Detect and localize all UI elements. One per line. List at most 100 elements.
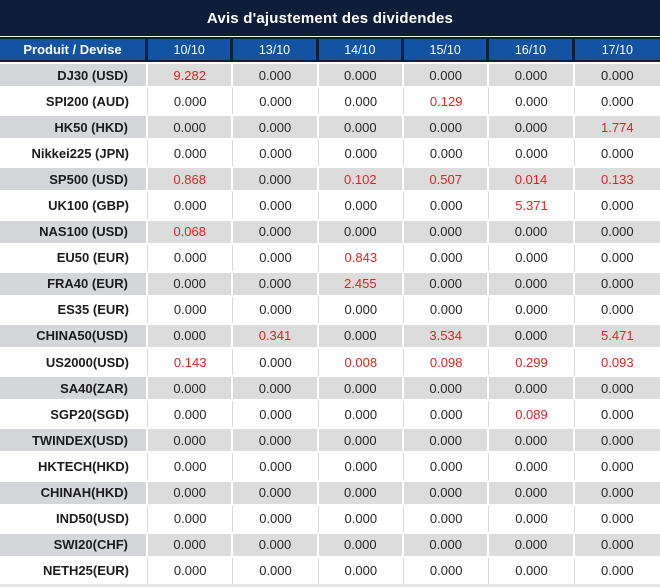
dividend-value: 0.000 [233, 140, 319, 167]
dividend-value: 5.471 [574, 322, 660, 350]
dividend-value: 0.089 [489, 401, 575, 428]
dividend-value: 0.098 [404, 349, 490, 376]
dividend-value: 0.000 [318, 88, 404, 115]
dividend-value: 0.000 [318, 62, 404, 89]
dividend-value: 0.143 [148, 349, 234, 376]
product-label: US2000(USD) [0, 349, 148, 376]
dividend-value: 0.000 [148, 192, 234, 219]
dividend-value: 0.000 [233, 401, 319, 428]
dividend-value: 0.000 [574, 244, 660, 271]
dividend-value: 0.000 [574, 270, 660, 297]
dividend-value: 0.000 [318, 192, 404, 219]
dividend-value: 0.000 [404, 375, 490, 402]
dividend-value: 0.000 [233, 453, 319, 480]
table-row: DJ30 (USD) 9.282 0.000 0.000 0.000 0.000 0.000 [0, 62, 660, 89]
product-label: IND50(USD) [0, 505, 148, 532]
table-row: SGP20(SGD) 0.000 0.000 0.000 0.000 0.089 0.000 [0, 401, 660, 428]
dividend-value: 0.000 [318, 375, 404, 402]
dividend-value: 0.000 [574, 375, 660, 402]
dividend-value: 0.133 [574, 166, 660, 193]
dividend-value: 0.000 [318, 427, 404, 454]
dividend-value: 0.000 [318, 322, 404, 350]
product-label: DJ30 (USD) [0, 62, 148, 89]
dividend-value: 1.774 [574, 114, 660, 141]
dividend-value: 5.371 [489, 192, 575, 219]
dividend-value: 0.000 [233, 192, 319, 219]
dividend-value: 0.000 [318, 531, 404, 558]
product-label: SP500 (USD) [0, 166, 148, 193]
table-row: ES35 (EUR) 0.000 0.000 0.000 0.000 0.000 0.000 [0, 296, 660, 323]
column-header-date: 13/10 [233, 39, 319, 60]
dividend-value: 0.000 [148, 114, 234, 141]
product-label: SPI200 (AUD) [0, 88, 148, 115]
dividend-value: 0.000 [318, 296, 404, 323]
dividend-value: 0.000 [233, 114, 319, 141]
table-row: CHINA50(USD) 0.000 0.341 0.000 3.534 0.000 5.4… [0, 322, 660, 350]
dividend-value: 0.068 [148, 218, 234, 245]
dividend-value: 0.000 [233, 244, 319, 271]
dividend-value: 0.008 [318, 349, 404, 376]
dividend-value: 0.000 [404, 479, 490, 506]
dividend-value: 0.000 [489, 270, 575, 297]
dividend-value: 0.000 [148, 401, 234, 428]
dividend-value: 0.000 [489, 427, 575, 454]
dividend-value: 0.000 [574, 218, 660, 245]
dividend-value: 0.000 [318, 114, 404, 141]
dividend-value: 0.000 [489, 322, 575, 350]
dividend-value: 0.000 [148, 531, 234, 558]
dividend-value: 0.000 [318, 505, 404, 532]
dividend-value: 0.000 [148, 479, 234, 506]
table-row: NETH25(EUR) 0.000 0.000 0.000 0.000 0.000 0.00… [0, 557, 660, 584]
dividend-value: 0.000 [148, 453, 234, 480]
dividend-value: 0.000 [404, 531, 490, 558]
dividend-value: 0.000 [489, 505, 575, 532]
dividend-value: 0.000 [233, 270, 319, 297]
dividend-value: 0.000 [574, 453, 660, 480]
dividend-value: 0.000 [574, 505, 660, 532]
dividend-value: 0.000 [404, 140, 490, 167]
dividend-value: 0.000 [233, 218, 319, 245]
product-label: TWINDEX(USD) [0, 427, 148, 454]
dividend-value: 0.000 [404, 192, 490, 219]
dividend-value: 0.000 [148, 505, 234, 532]
table-row: IND50(USD) 0.000 0.000 0.000 0.000 0.000 0.000 [0, 505, 660, 532]
dividend-value: 0.000 [574, 401, 660, 428]
dividend-value: 0.000 [489, 88, 575, 115]
product-label: HKTECH(HKD) [0, 453, 148, 480]
dividend-value: 0.000 [489, 479, 575, 506]
product-label: FRA40 (EUR) [0, 270, 148, 297]
dividend-value: 0.000 [318, 401, 404, 428]
dividend-value: 3.534 [404, 322, 490, 350]
dividend-value: 0.000 [148, 244, 234, 271]
dividend-value: 0.000 [574, 531, 660, 558]
dividend-value: 0.000 [148, 296, 234, 323]
dividend-value: 0.000 [233, 505, 319, 532]
column-header-product: Produit / Devise [0, 39, 148, 60]
dividend-value: 0.000 [489, 218, 575, 245]
dividend-value: 0.868 [148, 166, 234, 193]
dividend-value: 0.000 [489, 114, 575, 141]
dividend-value: 0.000 [148, 270, 234, 297]
table-row: TWINDEX(USD) 0.000 0.000 0.000 0.000 0.000 0.0… [0, 427, 660, 454]
column-header-date: 17/10 [574, 39, 660, 60]
table-row: EU50 (EUR) 0.000 0.000 0.843 0.000 0.000 0.000 [0, 244, 660, 271]
product-label: CHINA50(USD) [0, 322, 148, 350]
dividend-value: 0.000 [148, 427, 234, 454]
product-label: UK100 (GBP) [0, 192, 148, 219]
dividend-value: 0.000 [404, 401, 490, 428]
dividend-value: 0.000 [148, 375, 234, 402]
dividend-value: 0.000 [574, 62, 660, 89]
dividend-value: 0.000 [233, 349, 319, 376]
column-header-date: 14/10 [318, 39, 404, 60]
column-header-date: 15/10 [404, 39, 490, 60]
dividend-value: 0.000 [489, 531, 575, 558]
table-row: CHINAH(HKD) 0.000 0.000 0.000 0.000 0.000 0.00… [0, 479, 660, 506]
product-label: ES35 (EUR) [0, 296, 148, 323]
product-label: SA40(ZAR) [0, 375, 148, 402]
dividend-value: 0.014 [489, 166, 575, 193]
dividend-value: 0.000 [233, 375, 319, 402]
dividend-value: 0.000 [574, 427, 660, 454]
dividend-value: 0.000 [233, 62, 319, 89]
dividend-value: 0.000 [233, 557, 319, 584]
dividend-value: 0.000 [318, 140, 404, 167]
